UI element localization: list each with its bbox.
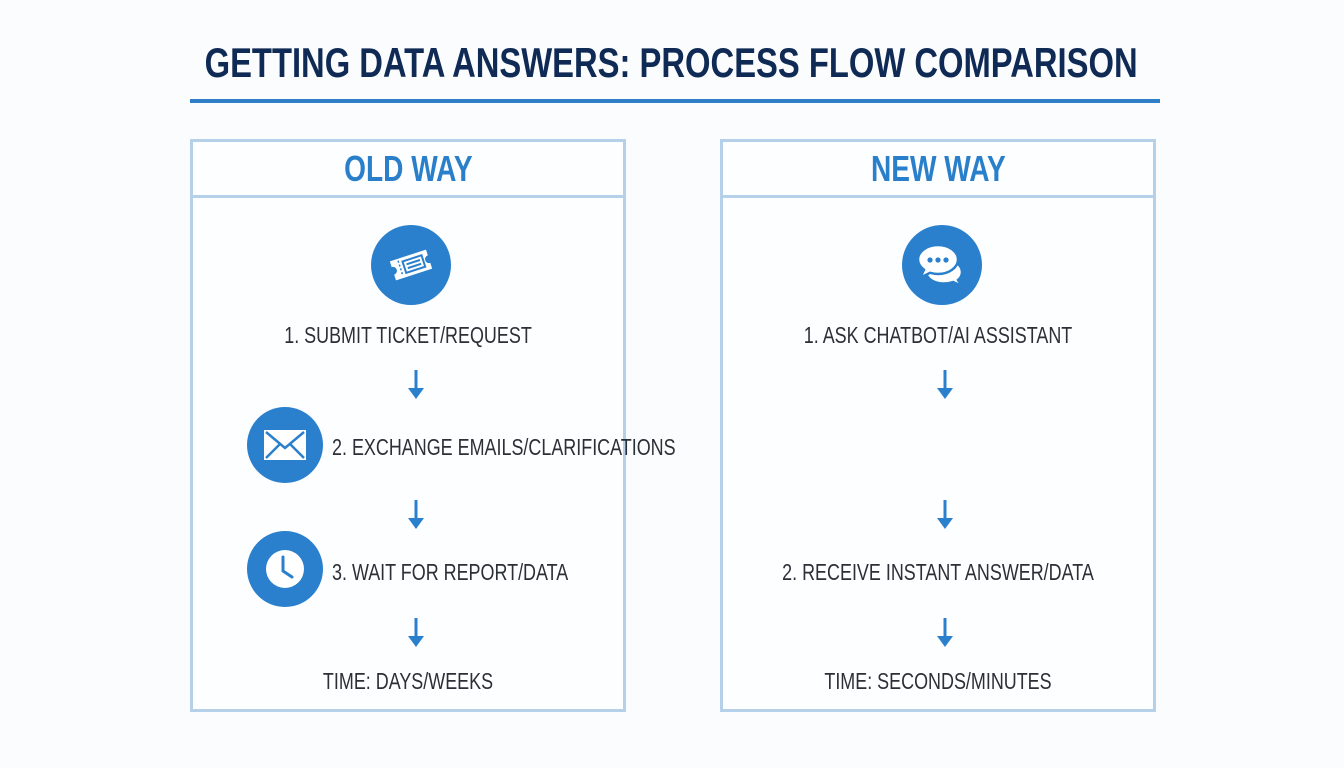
ticket-icon <box>371 225 451 305</box>
new-way-panel: NEW WAY 1. ASK CHATBOT/AI ASSISTANT 2. R… <box>720 139 1156 712</box>
old-way-panel: OLD WAY 1. SUBMIT TICKET/REQUEST 2. EXCH… <box>190 139 676 712</box>
arrow-down-icon <box>408 618 424 647</box>
old-way-header: OLD WAY <box>193 142 623 198</box>
new-step-2: 2. RECEIVE INSTANT ANSWER/DATA <box>782 559 1094 585</box>
new-time-label: TIME: SECONDS/MINUTES <box>824 668 1052 694</box>
clock-icon <box>247 531 323 607</box>
page-title: GETTING DATA ANSWERS: PROCESS FLOW COMPA… <box>204 39 1138 86</box>
chat-bubbles-icon <box>902 225 982 305</box>
new-way-title: NEW WAY <box>870 147 1006 189</box>
envelope-icon <box>247 407 323 483</box>
new-step-1: 1. ASK CHATBOT/AI ASSISTANT <box>803 322 1073 348</box>
arrow-down-icon <box>937 370 953 399</box>
old-time-label: TIME: DAYS/WEEKS <box>322 668 494 694</box>
old-way-title: OLD WAY <box>343 147 473 189</box>
old-step-3: 3. WAIT FOR REPORT/DATA <box>332 559 569 585</box>
arrow-down-icon <box>408 370 424 399</box>
arrow-down-icon <box>937 618 953 647</box>
old-step-2: 2. EXCHANGE EMAILS/CLARIFICATIONS <box>332 434 676 460</box>
arrow-down-icon <box>937 500 953 529</box>
new-way-header: NEW WAY <box>723 142 1153 198</box>
arrow-down-icon <box>408 500 424 529</box>
title-underline <box>190 99 1160 103</box>
old-step-1: 1. SUBMIT TICKET/REQUEST <box>284 322 532 348</box>
